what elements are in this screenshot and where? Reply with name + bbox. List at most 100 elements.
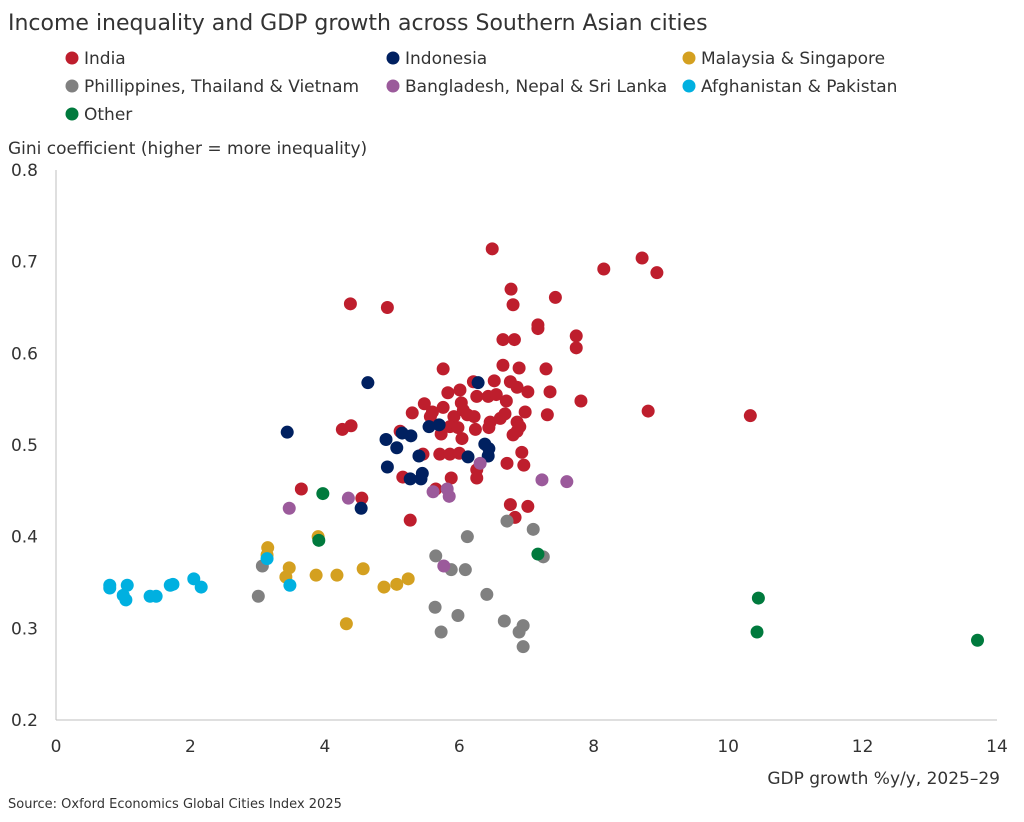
data-point [468,422,482,436]
legend-label: Afghanistan & Pakistan [701,77,897,97]
data-point [531,547,545,561]
data-point [404,429,418,443]
data-point [750,625,764,639]
data-point [971,633,985,647]
data-point [442,489,456,503]
data-point [485,242,499,256]
data-point [343,297,357,311]
data-point [569,329,583,343]
data-point [743,409,757,423]
y-tick-label: 0.5 [11,436,38,456]
data-point [429,549,443,563]
data-point [467,410,481,424]
data-point [380,301,394,314]
data-point [470,389,484,403]
data-point [422,420,436,434]
data-point [470,471,484,485]
data-point [120,578,134,592]
data-point [535,473,549,487]
y-tick-label: 0.2 [11,711,38,731]
data-point [405,406,419,420]
data-point [436,362,450,376]
x-axis-label: GDP growth %y/y, 2025–29 [767,769,1000,789]
y-tick-label: 0.8 [11,161,38,181]
y-tick-label: 0.3 [11,619,38,639]
data-point [447,410,461,424]
data-point [507,333,521,347]
data-point [451,421,465,435]
data-point [433,447,447,461]
legend: India Indonesia Malaysia & Singapore Philli… [65,49,897,125]
data-point [414,472,428,486]
data-point [380,460,394,474]
data-point [119,593,133,607]
data-point [471,376,485,390]
legend-label: Malaysia & Singapore [701,49,885,69]
legend-label: Other [84,105,132,125]
data-point [521,499,535,513]
data-point [339,617,353,631]
series-other [312,487,985,647]
data-point [344,419,358,433]
data-point [499,394,513,408]
data-point [432,418,446,432]
data-point [330,568,344,582]
data-points [103,242,985,654]
y-ticks: 0.2 0.3 0.4 0.5 0.6 0.7 0.8 [11,161,38,731]
data-point [455,432,469,446]
data-point [379,433,393,446]
data-point [149,589,163,603]
x-tick-label: 10 [717,737,739,757]
y-tick-label: 0.7 [11,253,38,273]
data-point [635,251,649,265]
data-point [510,380,524,394]
data-point [412,449,426,463]
data-point [280,425,294,439]
series-bangladesh-nepal-sri-lanka [282,456,574,573]
data-point [751,591,765,605]
x-tick-label: 8 [588,737,599,757]
legend-item: Phillippines, Thailand & Vietnam [65,77,359,97]
y-tick-label: 0.4 [11,528,38,548]
legend-marker [682,79,696,93]
data-point [390,577,404,591]
data-point [436,400,450,414]
x-tick-label: 14 [986,737,1008,757]
data-point [597,262,611,276]
series-malaysia-singapore [260,530,415,631]
data-point [166,577,180,591]
source-note: Source: Oxford Economics Global Cities I… [8,797,342,812]
series-afghanistan-pakistan [103,552,297,607]
data-point [480,587,494,601]
data-point [461,450,475,464]
x-tick-label: 2 [185,737,196,757]
data-point [403,472,417,486]
legend-label: Indonesia [405,49,487,69]
data-point [482,421,496,435]
legend-item: Other [65,105,132,125]
data-point [496,358,510,372]
data-point [437,559,451,573]
data-point [426,485,440,499]
data-point [496,333,510,347]
y-axis-label: Gini coefficient (higher = more inequali… [8,139,367,159]
data-point [194,580,208,594]
data-point [312,533,326,547]
data-point [356,562,370,576]
legend-label: Phillippines, Thailand & Vietnam [84,77,359,97]
data-point [316,487,330,501]
data-point [506,298,520,312]
legend-item: Afghanistan & Pakistan [682,77,897,97]
data-point [521,385,535,399]
data-point [512,361,526,375]
data-point [294,482,308,496]
data-point [500,514,514,528]
legend-item: Indonesia [386,49,487,69]
data-point [251,589,265,603]
data-point [451,609,465,622]
chart-title: Income inequality and GDP growth across … [8,11,708,36]
data-point [539,362,553,376]
data-point [473,456,487,470]
data-point [453,383,467,397]
legend-item: Bangladesh, Nepal & Sri Lanka [386,77,667,97]
